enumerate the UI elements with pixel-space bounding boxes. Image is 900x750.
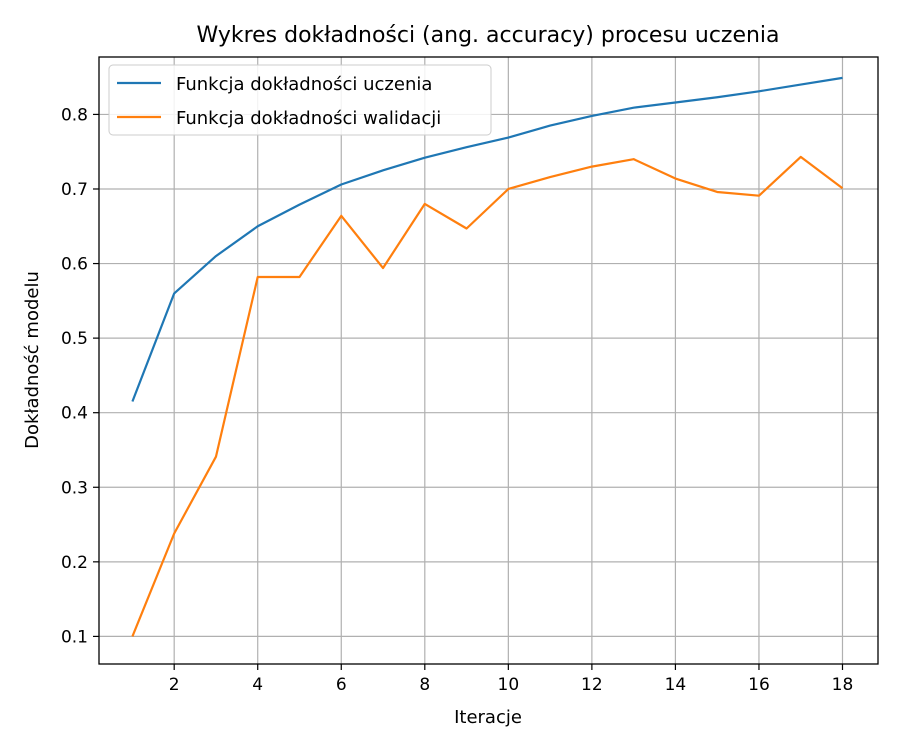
x-tick-label: 4: [252, 675, 263, 695]
series-layer: [131, 76, 844, 637]
chart-title: Wykres dokładności (ang. accuracy) proce…: [196, 23, 779, 48]
x-tick-label: 14: [665, 675, 687, 695]
x-tick-label: 10: [498, 675, 520, 695]
y-tick-label: 0.4: [61, 404, 88, 424]
y-tick-label: 0.1: [61, 627, 88, 647]
y-tick-label: 0.8: [61, 105, 88, 125]
x-tick-label: 16: [748, 675, 770, 695]
y-axis-label: Dokładność modelu: [22, 271, 43, 449]
y-tick-label: 0.3: [61, 478, 88, 498]
legend-label-training: Funkcja dokładności uczenia: [176, 74, 432, 95]
x-tick-label: 6: [336, 675, 347, 695]
y-tick-label: 0.7: [61, 180, 88, 200]
legend-box: [108, 64, 492, 136]
x-tick-label: 8: [419, 675, 430, 695]
plot-frame: [98, 56, 879, 665]
tick-layer: 2 4 6 8 10 12 14 16 18 0.1 0.2 0.3 0.4 0.5 0.6 0.7 0.8: [61, 105, 853, 695]
x-axis-label: Iteracje: [454, 707, 522, 728]
x-tick-label: 2: [169, 675, 180, 695]
series-line-validation: [131, 155, 844, 637]
y-tick-label: 0.5: [61, 329, 88, 349]
x-tick-label: 18: [832, 675, 854, 695]
grid-layer: [99, 57, 878, 664]
x-tick-label: 12: [581, 675, 603, 695]
legend-label-validation: Funkcja dokładności walidacji: [176, 108, 441, 129]
legend: Funkcja dokładności uczenia Funkcja dokł…: [108, 64, 492, 136]
y-tick-label: 0.6: [61, 255, 88, 275]
y-tick-label: 0.2: [61, 553, 88, 573]
series-line-training: [131, 76, 843, 402]
